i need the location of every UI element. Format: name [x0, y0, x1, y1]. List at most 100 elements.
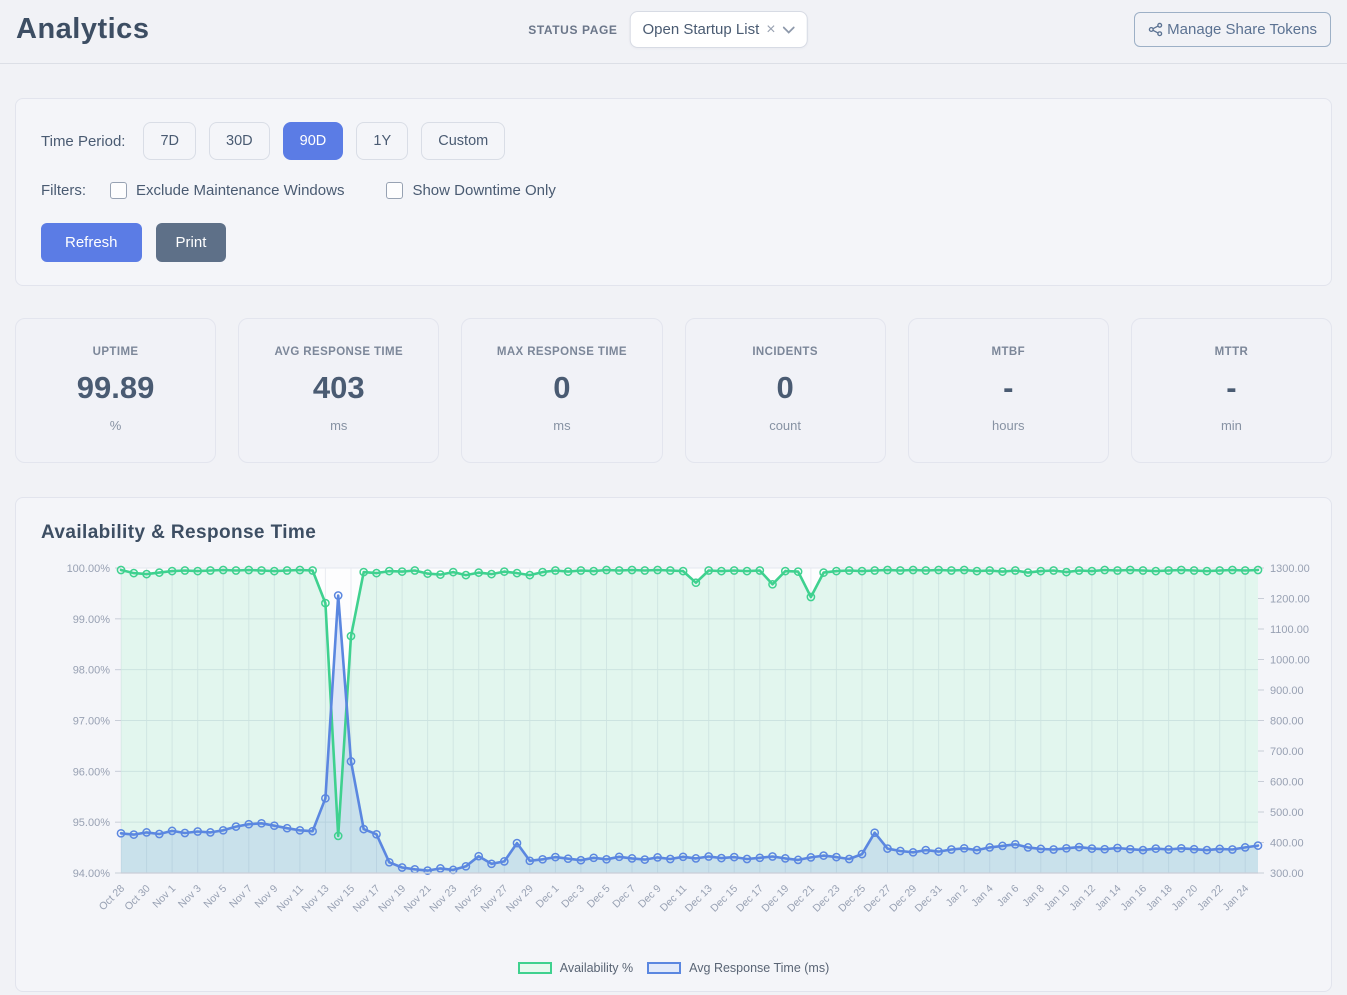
svg-text:Jan 14: Jan 14	[1093, 883, 1124, 914]
time-period-button-1y[interactable]: 1Y	[356, 122, 409, 160]
response-time-legend-swatch	[647, 962, 682, 974]
stat-unit: min	[1220, 418, 1242, 433]
time-period-button-custom[interactable]: Custom	[421, 122, 506, 160]
stat-unit: ms	[330, 418, 348, 433]
refresh-button[interactable]: Refresh	[41, 223, 142, 262]
svg-text:Nov 5: Nov 5	[201, 883, 229, 911]
svg-text:Dec 27: Dec 27	[862, 883, 894, 915]
svg-text:Nov 21: Nov 21	[402, 883, 434, 915]
svg-text:800.00: 800.00	[1270, 716, 1304, 728]
svg-text:Dec 7: Dec 7	[610, 883, 638, 911]
svg-text:400.00: 400.00	[1270, 838, 1304, 850]
filters-row: Filters: Exclude Maintenance Windows Sho…	[41, 182, 1306, 199]
exclude-maintenance-checkbox[interactable]	[110, 182, 127, 199]
stat-card-max-response: MAX RESPONSE TIME 0 ms	[461, 318, 663, 463]
stat-value: 99.89	[76, 370, 155, 405]
svg-text:Dec 25: Dec 25	[836, 883, 868, 915]
stat-card-avg-response: AVG RESPONSE TIME 403 ms	[238, 318, 440, 463]
stat-unit: %	[109, 418, 122, 433]
stat-value: 403	[312, 370, 365, 405]
stat-unit: hours	[992, 418, 1025, 433]
svg-text:900.00: 900.00	[1270, 685, 1304, 697]
exclude-maintenance-label[interactable]: Exclude Maintenance Windows	[136, 182, 345, 199]
chevron-down-icon[interactable]	[782, 26, 795, 34]
page-title: Analytics	[16, 13, 150, 45]
svg-text:Jan 4: Jan 4	[969, 883, 996, 910]
svg-text:Dec 1: Dec 1	[534, 883, 562, 911]
share-icon	[1148, 22, 1163, 37]
svg-text:Nov 23: Nov 23	[427, 883, 459, 915]
svg-text:Oct 30: Oct 30	[122, 883, 152, 913]
time-period-button-7d[interactable]: 7D	[143, 122, 197, 160]
svg-text:Jan 10: Jan 10	[1042, 883, 1073, 914]
svg-text:Nov 19: Nov 19	[376, 883, 408, 915]
svg-text:Jan 20: Jan 20	[1169, 883, 1200, 914]
filter-panel: Time Period: 7D 30D 90D 1Y Custom Filter…	[15, 98, 1332, 286]
svg-text:Dec 19: Dec 19	[759, 883, 791, 915]
time-period-label: Time Period:	[41, 132, 126, 150]
manage-share-tokens-button[interactable]: Manage Share Tokens	[1134, 12, 1331, 47]
print-button[interactable]: Print	[155, 223, 227, 262]
stat-title: MTTR	[1214, 346, 1249, 358]
svg-text:Nov 1: Nov 1	[150, 883, 178, 911]
svg-text:97.00%: 97.00%	[73, 716, 111, 728]
stat-value: -	[1226, 370, 1237, 405]
show-downtime-checkbox[interactable]	[386, 182, 404, 199]
svg-text:100.00%: 100.00%	[67, 563, 111, 575]
svg-text:Dec 3: Dec 3	[559, 883, 587, 911]
stat-card-mtbf: MTBF - hours	[907, 318, 1109, 463]
time-period-button-90d[interactable]: 90D	[282, 122, 344, 160]
svg-text:300.00: 300.00	[1270, 868, 1304, 880]
stat-card-mttr: MTTR - min	[1130, 318, 1333, 463]
svg-text:Nov 3: Nov 3	[176, 883, 204, 911]
svg-text:Dec 31: Dec 31	[913, 883, 945, 915]
clear-selection-icon[interactable]: ×	[766, 20, 776, 38]
availability-response-chart: 100.00% 99.00% 98.00% 97.00% 96.00% 95.00% 94.…	[33, 558, 1314, 959]
svg-text:1200.00: 1200.00	[1270, 594, 1310, 606]
svg-text:Nov 27: Nov 27	[478, 883, 510, 915]
legend-item-availability[interactable]: Availability %	[517, 961, 633, 975]
status-page-group: STATUS PAGE Open Startup List ×	[528, 11, 808, 48]
svg-text:Nov 15: Nov 15	[325, 883, 357, 915]
svg-text:Nov 25: Nov 25	[453, 883, 485, 915]
legend-item-response-time[interactable]: Avg Response Time (ms)	[647, 961, 829, 975]
svg-text:Oct 28: Oct 28	[97, 883, 127, 913]
svg-text:1300.00: 1300.00	[1270, 563, 1310, 575]
svg-text:Dec 13: Dec 13	[683, 883, 715, 915]
chart-title: Availability & Response Time	[41, 522, 317, 543]
svg-text:96.00%: 96.00%	[73, 766, 111, 778]
svg-text:Dec 15: Dec 15	[708, 883, 740, 915]
svg-text:Jan 24: Jan 24	[1221, 883, 1252, 914]
svg-text:94.00%: 94.00%	[73, 868, 111, 880]
stats-row: UPTIME 99.89 % AVG RESPONSE TIME 403 ms …	[15, 318, 1333, 463]
svg-text:Dec 23: Dec 23	[811, 883, 843, 915]
top-header: Analytics STATUS PAGE Open Startup List …	[0, 0, 1347, 64]
svg-text:Nov 29: Nov 29	[504, 883, 536, 915]
legend-label: Avg Response Time (ms)	[689, 961, 830, 975]
status-page-select[interactable]: Open Startup List ×	[629, 11, 808, 48]
svg-text:Dec 21: Dec 21	[785, 883, 817, 915]
svg-text:Nov 7: Nov 7	[227, 883, 255, 911]
svg-text:1000.00: 1000.00	[1270, 655, 1310, 667]
svg-text:Dec 29: Dec 29	[887, 883, 919, 915]
stat-title: UPTIME	[92, 346, 139, 358]
actions-row: Refresh Print	[41, 223, 1306, 262]
svg-text:95.00%: 95.00%	[73, 817, 111, 829]
svg-text:Nov 17: Nov 17	[351, 883, 383, 915]
stat-card-incidents: INCIDENTS 0 count	[684, 318, 886, 463]
stat-card-uptime: UPTIME 99.89 %	[15, 318, 217, 463]
status-page-label: STATUS PAGE	[528, 22, 618, 37]
stat-title: AVG RESPONSE TIME	[274, 346, 404, 358]
svg-text:Jan 16: Jan 16	[1118, 883, 1149, 914]
availability-legend-swatch	[517, 962, 552, 974]
svg-text:Dec 5: Dec 5	[585, 883, 613, 911]
svg-text:Nov 13: Nov 13	[300, 883, 332, 915]
svg-text:Jan 2: Jan 2	[944, 883, 971, 910]
chart-panel: Availability & Response Time 100.00% 99.0…	[15, 497, 1332, 992]
svg-text:98.00%: 98.00%	[73, 665, 111, 677]
time-period-button-30d[interactable]: 30D	[209, 122, 270, 160]
svg-text:Dec 17: Dec 17	[734, 883, 766, 915]
chart-legend: Availability % Avg Response Time (ms)	[33, 961, 1314, 975]
show-downtime-label[interactable]: Show Downtime Only	[412, 182, 556, 199]
svg-text:700.00: 700.00	[1270, 746, 1304, 758]
